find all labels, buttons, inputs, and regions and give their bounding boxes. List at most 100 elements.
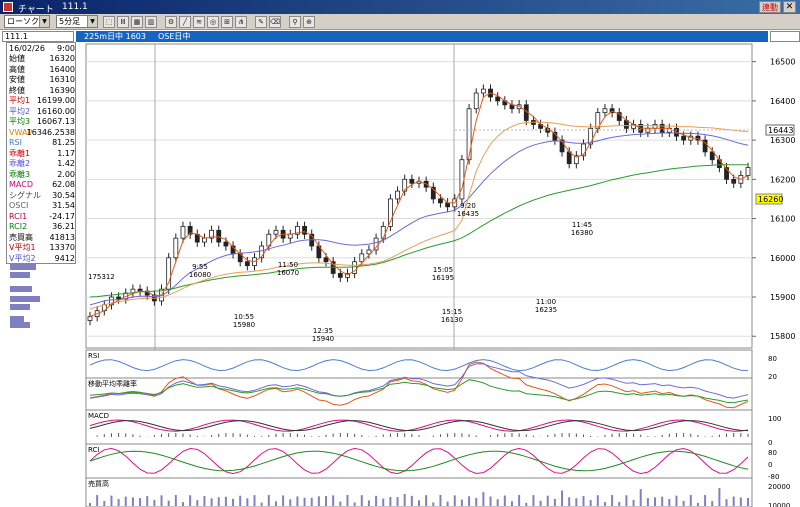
sub-panel-tick: 10000 — [768, 502, 790, 507]
volume-profile-bar — [10, 286, 32, 292]
candle-body — [445, 202, 451, 208]
volume-profile-bar — [10, 264, 36, 270]
chart-type-select[interactable]: ローソク ▼ — [4, 15, 50, 28]
instrument-name: 225m日中 1603 — [84, 32, 146, 41]
candle-body — [87, 316, 93, 321]
sub-panel-tick: 20 — [768, 373, 777, 381]
toolbar: ローソク ▼ 5分足 ▼ ⬚ Ⅲ ▦ ▥ ⚙ ╱ ≋ ◎ ⊞ ⋔ ✎ ⌫ ⚲ ⊕ — [0, 14, 800, 30]
volume-profile-bar — [10, 272, 30, 278]
info-value: 2.00 — [57, 169, 75, 179]
y-tick-label: 16400 — [770, 97, 795, 106]
candle-body — [244, 261, 250, 267]
info-value: 16400 — [49, 64, 75, 74]
chart-canvas[interactable]: 16500 16400 16300 16200 16100 16000 15900 15800… — [0, 42, 800, 507]
sub-panel-tick: 80 — [768, 355, 777, 363]
zoom-icon[interactable]: ⊕ — [303, 16, 315, 28]
volume-profile-bar — [10, 316, 24, 322]
interval-select[interactable]: 5分足 ▼ — [56, 15, 98, 28]
price-panel-frame — [85, 43, 753, 349]
candle-body — [409, 178, 415, 184]
interval-value: 5分足 — [59, 17, 81, 26]
info-row: シグナル 30.54 — [9, 191, 75, 200]
candle-body — [216, 229, 222, 243]
info-value: 62.08 — [52, 180, 75, 189]
candle-body — [366, 249, 372, 255]
info-value: 16390 — [49, 85, 75, 95]
deviation2-line — [89, 363, 749, 399]
candle-body — [352, 261, 358, 274]
candle-body — [466, 108, 472, 161]
link-button[interactable]: 連動 — [759, 1, 781, 13]
info-row: 高値 16400 — [9, 65, 75, 74]
header-end-box — [770, 31, 800, 42]
candle-body — [223, 241, 229, 247]
candle-chart-icon[interactable]: ▥ — [145, 16, 157, 28]
candle-body — [273, 229, 279, 235]
volume-profile-bar — [10, 322, 30, 328]
chevron-down-icon: ▼ — [39, 16, 49, 27]
candle-body — [588, 127, 594, 145]
candle-body — [566, 151, 572, 165]
line-chart-icon[interactable]: Ⅲ — [117, 16, 129, 28]
instrument-bar: 111.1 225m日中 1603 OSE日中 — [0, 31, 800, 42]
annotation-price: 16195 — [432, 274, 454, 282]
info-label: 安値 — [9, 75, 25, 84]
info-value: 13370 — [49, 243, 75, 252]
ma1-line — [89, 92, 749, 318]
candle-body — [337, 273, 343, 278]
ma3-line — [89, 164, 748, 298]
close-button[interactable]: ✕ — [783, 1, 796, 13]
ruler-icon[interactable]: ⊞ — [221, 16, 233, 28]
fork-icon[interactable]: ⋔ — [235, 16, 247, 28]
info-value: -24.17 — [49, 211, 75, 221]
sub-panel-tick: 80 — [768, 449, 777, 457]
vwap-line — [89, 121, 749, 310]
bar-chart-icon[interactable]: ▦ — [131, 16, 143, 28]
candle-body — [459, 159, 465, 200]
left-axis-label: 175312 — [88, 273, 115, 281]
info-value: 16320 — [49, 54, 75, 63]
y-tick-label: 16500 — [770, 58, 795, 67]
info-label: V平均1 — [9, 243, 36, 252]
candle-body — [602, 108, 608, 114]
info-label: 乖離2 — [9, 159, 31, 168]
y-tick-label: 16200 — [770, 175, 795, 184]
search-icon[interactable]: ⚲ — [289, 16, 301, 28]
cycle-icon[interactable]: ◎ — [207, 16, 219, 28]
fibonacci-icon[interactable]: ≋ — [193, 16, 205, 28]
chart-type-value: ローソク — [7, 17, 39, 26]
candle-body — [187, 225, 193, 235]
info-label: 平均1 — [9, 96, 31, 105]
info-label: VWAP — [9, 127, 33, 137]
candle-body — [387, 198, 393, 227]
info-row: 乖離2 1.42 — [9, 159, 75, 168]
y-tick-label: 15900 — [770, 293, 795, 302]
candle-body — [302, 225, 307, 235]
rci1-line — [89, 447, 749, 475]
info-row: V平均1 13370 — [9, 243, 75, 252]
eraser-icon[interactable]: ⌫ — [269, 16, 281, 28]
candle-body — [709, 151, 715, 161]
ma2-line — [89, 132, 749, 306]
signal-line — [89, 420, 749, 432]
annotation-time: 12:35 — [313, 327, 333, 335]
info-value: 31.54 — [52, 201, 75, 210]
annotation-price: 16435 — [457, 210, 479, 218]
candle-body — [473, 92, 479, 110]
info-label: MACD — [9, 180, 33, 189]
window-code-title: 111.1 — [62, 2, 88, 12]
annotation-time: 11:00 — [536, 298, 556, 306]
pointer-icon[interactable]: ⬚ — [103, 16, 115, 28]
macd-line — [89, 419, 749, 432]
sub-panel-title: RSI — [88, 352, 99, 360]
trendline-icon[interactable]: ╱ — [179, 16, 191, 28]
settings-icon[interactable]: ⚙ — [165, 16, 177, 28]
info-label: 平均2 — [9, 106, 31, 116]
candle-body — [116, 296, 122, 300]
code-field[interactable]: 111.1 — [2, 31, 74, 42]
info-row: MACD 62.08 — [9, 180, 75, 189]
pencil-icon[interactable]: ✎ — [255, 16, 267, 28]
info-row: RCI1 -24.17 — [9, 212, 75, 221]
info-value: 16310 — [49, 75, 75, 84]
